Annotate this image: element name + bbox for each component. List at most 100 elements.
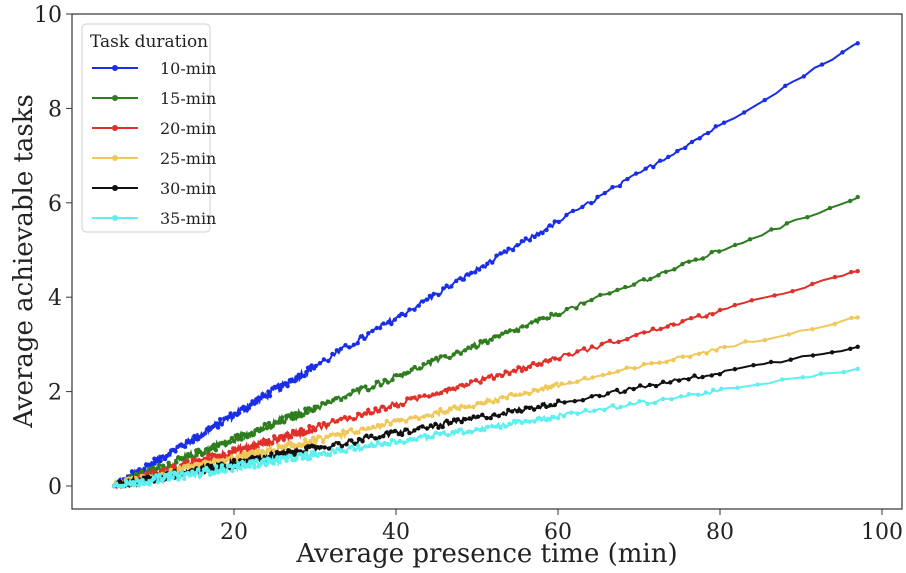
- data-point-10-min: [377, 325, 383, 331]
- data-point-15-min: [213, 448, 219, 453]
- data-point-30-min: [428, 423, 433, 428]
- data-point-30-min: [810, 353, 816, 358]
- data-point-30-min: [322, 445, 327, 450]
- data-point-35-min: [389, 438, 395, 443]
- data-point-30-min: [788, 357, 793, 362]
- data-point-35-min: [430, 435, 435, 440]
- data-point-10-min: [481, 264, 486, 269]
- data-point-25-min: [664, 359, 669, 365]
- data-point-15-min: [229, 435, 235, 441]
- data-point-20-min: [519, 368, 525, 373]
- data-point-10-min: [302, 373, 307, 379]
- data-point-10-min: [682, 145, 688, 151]
- data-point-35-min: [465, 429, 470, 435]
- data-point-35-min: [527, 419, 532, 424]
- data-point-35-min: [532, 419, 537, 424]
- data-point-10-min: [465, 272, 470, 277]
- data-point-25-min: [321, 439, 326, 444]
- data-point-10-min: [658, 158, 663, 163]
- data-point-30-min: [396, 431, 401, 437]
- data-point-20-min: [426, 394, 432, 399]
- data-point-10-min: [713, 124, 718, 129]
- data-point-15-min: [155, 466, 160, 471]
- data-point-20-min: [616, 339, 621, 345]
- data-point-15-min: [434, 355, 439, 361]
- data-point-15-min: [470, 343, 475, 348]
- data-point-30-min: [467, 416, 472, 421]
- data-point-10-min: [267, 393, 273, 399]
- data-point-10-min: [697, 136, 702, 141]
- data-point-20-min: [380, 404, 385, 409]
- data-point-10-min: [321, 357, 327, 362]
- data-point-30-min: [572, 399, 577, 404]
- data-point-15-min: [174, 460, 179, 465]
- data-point-15-min: [623, 284, 628, 290]
- data-point-15-min: [656, 273, 661, 278]
- data-point-15-min: [326, 399, 331, 404]
- data-point-15-min: [516, 328, 521, 334]
- data-point-20-min: [634, 332, 639, 338]
- data-point-10-min: [129, 469, 135, 474]
- data-point-25-min: [186, 463, 191, 468]
- data-point-35-min: [217, 468, 223, 474]
- data-point-35-min: [551, 414, 556, 420]
- data-point-35-min: [170, 475, 175, 480]
- data-point-15-min: [589, 297, 594, 303]
- data-point-35-min: [379, 442, 384, 447]
- data-point-25-min: [567, 380, 572, 385]
- data-point-10-min: [317, 361, 323, 366]
- data-point-35-min: [547, 417, 553, 422]
- data-point-35-min: [327, 452, 333, 458]
- data-point-35-min: [461, 431, 466, 436]
- data-point-25-min: [531, 387, 536, 393]
- data-point-15-min: [417, 366, 422, 371]
- data-point-25-min: [535, 388, 541, 393]
- data-point-30-min: [622, 389, 627, 394]
- data-point-10-min: [458, 276, 463, 281]
- data-point-35-min: [298, 452, 303, 457]
- data-point-10-min: [527, 238, 533, 243]
- data-point-20-min: [430, 392, 436, 397]
- data-point-25-min: [438, 407, 443, 412]
- data-point-15-min: [378, 383, 383, 388]
- data-point-10-min: [494, 253, 499, 258]
- data-point-25-min: [704, 351, 709, 356]
- data-point-25-min: [384, 418, 389, 424]
- data-point-35-min: [263, 463, 269, 468]
- data-point-15-min: [201, 451, 207, 456]
- data-point-10-min: [532, 234, 537, 240]
- data-point-15-min: [382, 377, 387, 383]
- data-point-15-min: [533, 318, 538, 323]
- data-point-25-min: [445, 409, 450, 414]
- data-point-30-min: [717, 372, 722, 377]
- data-point-15-min: [451, 352, 456, 357]
- data-point-25-min: [714, 348, 719, 353]
- data-point-15-min: [363, 384, 368, 389]
- legend-box: [81, 23, 211, 233]
- data-point-35-min: [154, 473, 159, 478]
- data-point-35-min: [426, 434, 431, 439]
- data-point-15-min: [574, 306, 579, 311]
- data-point-30-min: [388, 429, 394, 434]
- data-point-30-min: [448, 420, 453, 426]
- data-point-30-min: [488, 415, 493, 421]
- data-point-25-min: [328, 432, 333, 438]
- data-point-25-min: [361, 426, 366, 431]
- data-point-20-min: [279, 434, 284, 439]
- data-point-25-min: [680, 354, 685, 359]
- data-point-20-min: [464, 382, 469, 387]
- data-point-20-min: [581, 346, 587, 351]
- data-point-25-min: [426, 413, 431, 418]
- data-point-35-min: [199, 471, 204, 476]
- data-point-25-min: [352, 430, 358, 436]
- data-point-15-min: [520, 324, 525, 329]
- data-point-15-min: [466, 345, 471, 350]
- data-point-20-min: [468, 379, 474, 384]
- data-point-10-min: [358, 334, 364, 339]
- data-point-35-min: [719, 386, 724, 391]
- data-point-35-min: [343, 449, 349, 455]
- data-point-15-min: [492, 334, 498, 339]
- data-point-25-min: [379, 423, 385, 428]
- data-point-15-min: [541, 315, 546, 321]
- data-point-20-min: [347, 415, 352, 420]
